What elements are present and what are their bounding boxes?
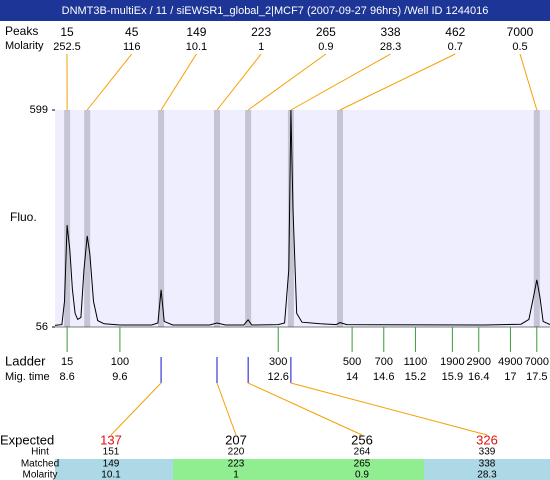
peak-size: 149 [186,25,206,39]
plot-area [55,110,550,327]
peak-molarity: 0.7 [448,41,463,53]
ladder-size: 700 [375,356,393,368]
size-label: Peaks [5,24,38,38]
cell-hint: 264 [354,447,371,458]
peak-connector [86,53,133,111]
cell-expected: 256 [351,432,373,447]
y-axis-label: Fluo. [10,210,37,224]
peak-size: 338 [381,25,401,39]
peak-molarity: 1 [258,41,264,53]
match-connector [247,382,363,436]
title: DNMT3B-multiEx / 11 / siEWSR1_global_2|M… [62,5,489,17]
cell-hint: 339 [479,447,496,458]
peak-molarity: 28.3 [380,41,401,53]
peak-band [287,110,294,327]
ladder-label: Ladder [5,353,46,368]
peak-molarity: 116 [123,41,141,53]
cell-molarity: 0.9 [355,470,369,480]
peak-band [84,110,91,327]
peak-size: 265 [316,25,336,39]
peak-connector [519,53,538,111]
ladder-size: 500 [343,356,361,368]
peak-connector [216,53,262,111]
cell-matched: 265 [354,459,371,470]
ladder-size: 4900 [498,356,522,368]
cell-matched: 223 [228,459,245,470]
trace [54,109,550,326]
row-label: Matched [21,459,59,470]
title-bar [0,0,550,21]
column-bg [424,459,550,480]
peak-size: 462 [445,25,465,39]
cell-expected: 137 [100,432,122,447]
cell-matched: 338 [479,459,496,470]
cell-molarity: 28.3 [477,470,497,480]
ladder-time: 12.6 [268,371,289,383]
ladder-time: 16.4 [468,371,489,383]
column-bg [299,459,425,480]
ladder-size: 300 [269,356,287,368]
match-connector [110,382,162,436]
ladder-time: 15.2 [405,371,426,383]
match-connector [216,382,237,436]
cell-molarity: 1 [233,470,239,480]
match-connector [290,382,488,436]
peak-connector [247,53,327,111]
peak-molarity: 252.5 [53,41,81,53]
ladder-time: 17 [504,371,516,383]
peak-connector [339,53,456,111]
ladder-time: 15.9 [442,371,463,383]
peak-molarity: 10.1 [186,41,207,53]
cell-hint: 151 [103,447,120,458]
peak-connector [290,53,391,111]
peak-size: 7000 [507,25,534,39]
peak-band [158,110,165,327]
peak-band [64,110,71,327]
ladder-size: 15 [61,356,73,368]
cell-matched: 149 [103,459,120,470]
cell-hint: 220 [228,447,245,458]
row-label: Expected [0,432,54,447]
ladder-time: 9.6 [112,371,127,383]
peak-band [336,110,343,327]
row-label: Molarity [22,470,57,480]
ladder-time: 14.6 [373,371,394,383]
row-label: Hint [31,447,49,458]
cell-expected: 207 [225,432,247,447]
ladder-size: 2900 [467,356,491,368]
y-tick-label: 599 [30,104,48,116]
cell-expected: 326 [476,432,498,447]
ladder-time: 8.6 [59,371,74,383]
peak-size: 45 [125,25,139,39]
mig-time-label: Mig. time [5,371,50,383]
column-bg [55,459,174,480]
peak-size: 223 [251,25,271,39]
ladder-size: 7000 [525,356,549,368]
molarity-label: Molarity [5,40,44,52]
peak-connector [160,53,197,111]
column-bg [173,459,300,480]
peak-size: 15 [60,25,74,39]
cell-molarity: 10.1 [101,470,121,480]
ladder-size: 1900 [440,356,464,368]
ladder-size: 100 [111,356,129,368]
peak-band [245,110,252,327]
peak-band [533,110,540,327]
peak-molarity: 0.5 [512,41,527,53]
peak-band [214,110,221,327]
ladder-time: 14 [346,371,358,383]
ladder-size: 1100 [404,356,428,368]
ladder-time: 17.5 [526,371,547,383]
peak-molarity: 0.9 [318,41,333,53]
y-tick-label: 56 [36,321,48,333]
